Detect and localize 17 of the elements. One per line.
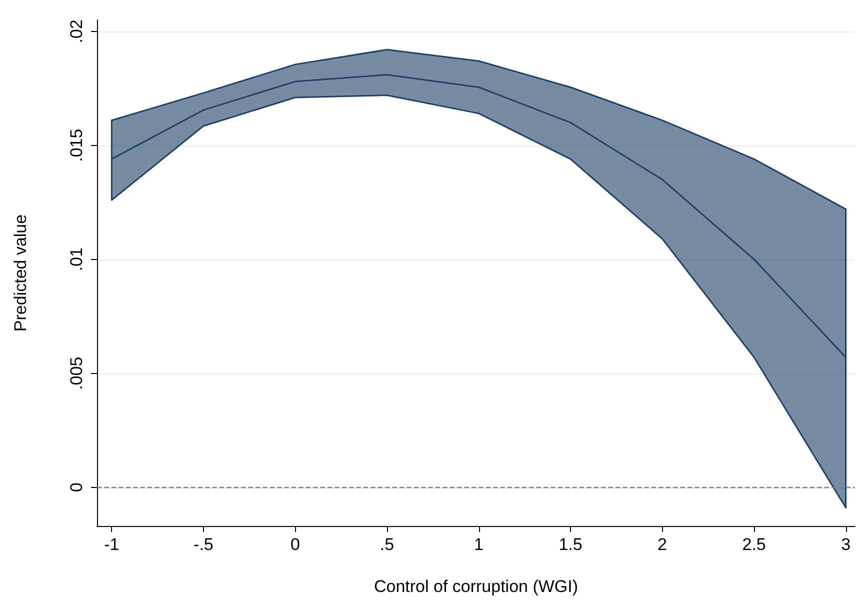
x-tick-label: -.5 [194, 535, 214, 554]
y-tick-label: .02 [67, 20, 86, 44]
line-series [110, 74, 847, 358]
x-tick-label: .5 [380, 535, 394, 554]
y-tick-label: .015 [67, 128, 86, 162]
y-tick-label: 0 [67, 482, 86, 492]
x-tick-label: 1.5 [558, 535, 582, 554]
x-tick-label: 0 [290, 535, 300, 554]
x-tick-label: 2.5 [742, 535, 766, 554]
y-tick-label: .005 [67, 356, 86, 390]
x-tick-label: -1 [104, 535, 120, 554]
y-tick-label: .01 [67, 248, 86, 272]
x-axis-title: Control of corruption (WGI) [374, 577, 578, 596]
x-tick-label: 3 [841, 535, 851, 554]
y-axis-title: Predicted value [11, 214, 30, 332]
x-tick-label: 1 [474, 535, 484, 554]
x-tick-label: 2 [658, 535, 668, 554]
